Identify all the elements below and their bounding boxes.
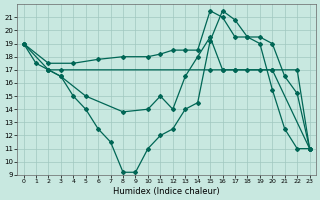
- X-axis label: Humidex (Indice chaleur): Humidex (Indice chaleur): [113, 187, 220, 196]
